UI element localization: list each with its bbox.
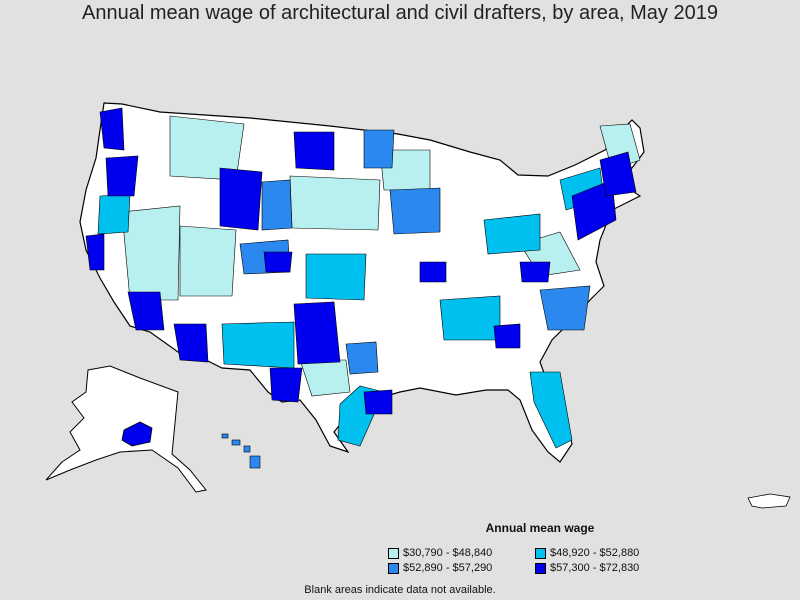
- legend-item-cyan: $48,920 - $52,880: [535, 546, 639, 560]
- legend-item-dark: $57,300 - $72,830: [535, 561, 639, 575]
- legend-title: Annual mean wage: [485, 521, 595, 535]
- legend-item-light: $30,790 - $48,840: [388, 546, 492, 560]
- legend-label: $57,300 - $72,830: [550, 562, 640, 574]
- legend-label: $30,790 - $48,840: [403, 547, 493, 559]
- legend-swatch-cyan: [535, 547, 546, 559]
- legend-swatch-light: [388, 547, 399, 559]
- legend-label: $52,890 - $57,290: [403, 562, 493, 574]
- legend-swatch-blue: [388, 562, 399, 574]
- puerto-rico: [747, 493, 791, 509]
- alaska-anchorage-area: [121, 421, 153, 447]
- legend-swatch-dark: [535, 562, 546, 574]
- map-title: Annual mean wage of architectural and ci…: [82, 2, 718, 24]
- legend-label: $48,920 - $52,880: [550, 547, 640, 559]
- wage-regions: [85, 107, 641, 449]
- legend-item-blue: $52,890 - $57,290: [388, 561, 492, 575]
- hawaii-islands: [221, 433, 261, 469]
- footnote: Blank areas indicate data not available.: [304, 584, 496, 596]
